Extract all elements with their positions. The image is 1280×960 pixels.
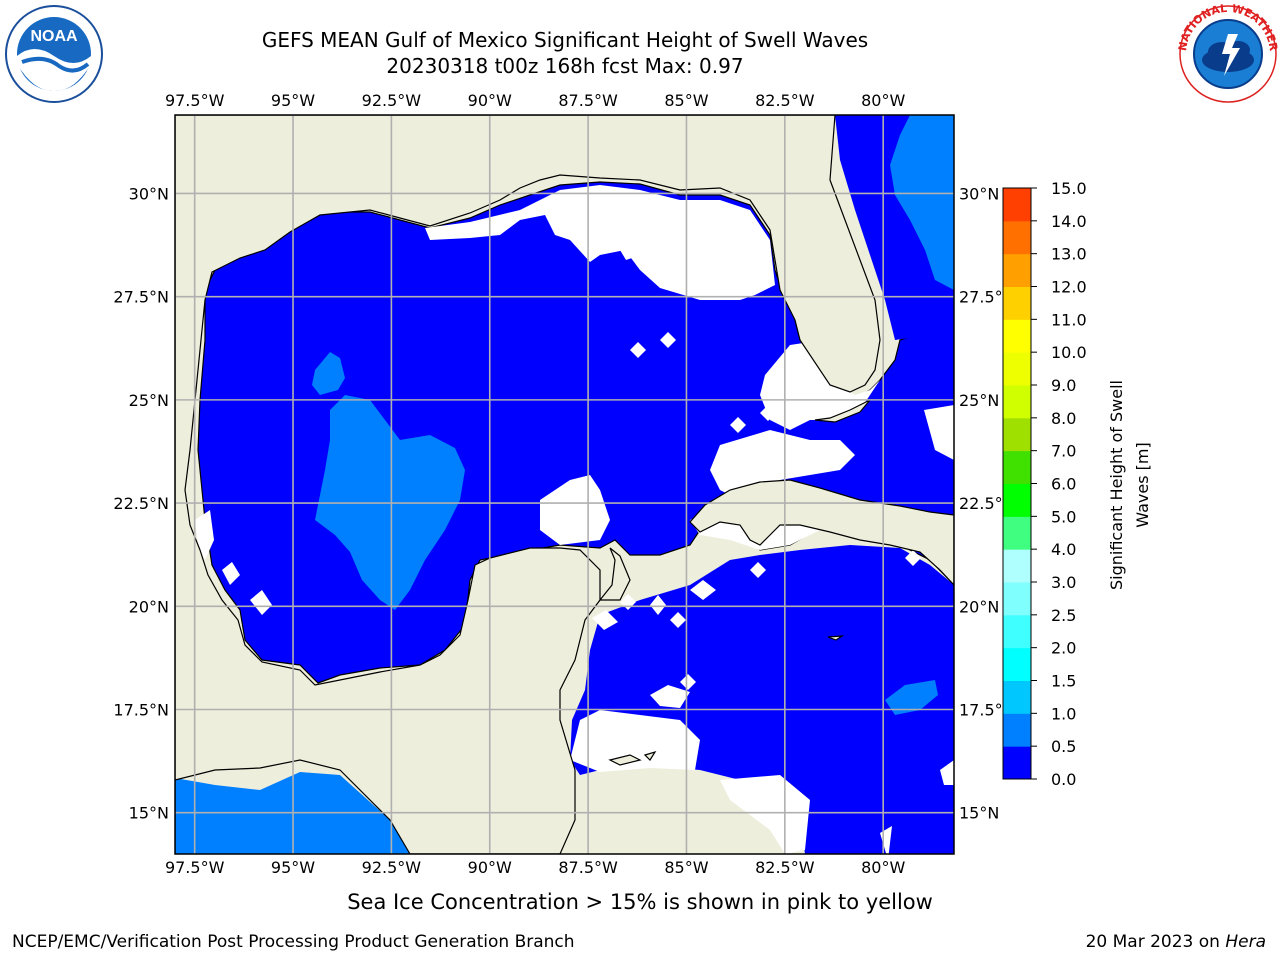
colorbar-label-line1: Significant Height of Swell [1107, 380, 1126, 590]
colorbar-tick-label: 15.0 [1051, 179, 1087, 198]
colorbar-tick-label: 0.5 [1051, 737, 1076, 756]
caribbean-swell-patch [885, 680, 938, 715]
colorbar-tick-label: 13.0 [1051, 245, 1087, 264]
colorbar-segment [1003, 680, 1031, 714]
nws-logo: NATIONAL WEATHER SERVICE [1178, 4, 1278, 103]
lat-label-left: 22.5°N [113, 494, 169, 513]
lon-label-bottom: 87.5°W [558, 858, 618, 877]
map-plot-area [175, 115, 954, 854]
sea-ice-caption: Sea Ice Concentration > 15% is shown in … [347, 890, 933, 914]
lon-label-bottom: 97.5°W [165, 858, 225, 877]
lon-label-top: 85°W [664, 91, 708, 110]
colorbar-tick-label: 6.0 [1051, 475, 1076, 494]
colorbar-segment [1003, 253, 1031, 287]
colorbar-segment [1003, 483, 1031, 517]
lon-label-bottom: 82.5°W [755, 858, 815, 877]
land-outlines [175, 115, 954, 854]
colorbar-ticks: 0.0 0.5 1.0 1.5 2.0 2.5 3.0 4.0 5.0 6.0 7.0 8.0 9.0 1… [1031, 179, 1087, 789]
lat-label-right: 15°N [959, 804, 999, 823]
colorbar-tick-label: 8.0 [1051, 409, 1076, 428]
colorbar-tick-label: 1.5 [1051, 672, 1076, 691]
colorbar-segment [1003, 385, 1031, 419]
lat-labels-left: 30°N 27.5°N 25°N 22.5°N 20°N 17.5°N 15°N [113, 184, 169, 822]
lon-label-bottom: 90°W [468, 858, 512, 877]
lat-labels-right: 30°N 27.5°N 25°N 22.5°N 20°N 17.5°N 15°N [959, 184, 1015, 822]
colorbar-segment [1003, 450, 1031, 484]
lon-label-bottom: 95°W [271, 858, 315, 877]
colorbar-segment [1003, 220, 1031, 255]
colorbar-segment [1003, 713, 1031, 747]
atlantic-swell-field-light [890, 115, 954, 290]
credit-host: Hera [1225, 932, 1266, 952]
chart-subtitle: 20230318 t00z 168h fcst Max: 0.97 [386, 54, 744, 78]
colorbar-tick-label: 9.0 [1051, 376, 1076, 395]
colorbar-segment [1003, 417, 1031, 452]
lon-labels-bottom: 97.5°W 95°W 92.5°W 90°W 87.5°W 85°W 82.5°W 80°W [165, 858, 906, 877]
credit-right: 20 Mar 2023 on Hera [1086, 932, 1266, 952]
colorbar-segment [1003, 746, 1031, 780]
lon-label-top: 90°W [468, 91, 512, 110]
caribbean-swell-field [570, 545, 954, 854]
colorbar-tick-label: 2.5 [1051, 606, 1076, 625]
colorbar-tick-label: 12.0 [1051, 278, 1087, 297]
lon-label-top: 92.5°W [362, 91, 422, 110]
colorbar [1003, 188, 1031, 780]
lat-label-left: 25°N [129, 391, 169, 410]
lat-label-left: 15°N [129, 804, 169, 823]
lat-label-left: 27.5°N [113, 288, 169, 307]
lat-label-right: 17.5°N [959, 701, 1015, 720]
lat-label-left: 20°N [129, 597, 169, 616]
colorbar-label-line2: Waves [m] [1133, 442, 1152, 527]
lon-label-top: 95°W [271, 91, 315, 110]
colorbar-segment [1003, 319, 1031, 353]
colorbar-segment [1003, 582, 1031, 616]
lon-label-top: 87.5°W [558, 91, 618, 110]
colorbar-tick-label: 1.0 [1051, 704, 1076, 723]
lon-label-top: 82.5°W [755, 91, 815, 110]
colorbar-segment [1003, 352, 1031, 386]
colorbar-tick-label: 4.0 [1051, 540, 1076, 559]
credit-left: NCEP/EMC/Verification Post Processing Pr… [12, 932, 575, 952]
lat-label-left: 30°N [129, 184, 169, 203]
colorbar-tick-label: 7.0 [1051, 442, 1076, 461]
lat-label-left: 17.5°N [113, 701, 169, 720]
colorbar-tick-label: 2.0 [1051, 639, 1076, 658]
lat-label-right: 27.5°N [959, 288, 1015, 307]
western-gulf-swell-patch [312, 352, 345, 395]
lon-label-bottom: 80°W [861, 858, 905, 877]
graticule [175, 115, 954, 854]
colorbar-tick-label: 5.0 [1051, 507, 1076, 526]
colorbar-segment [1003, 647, 1031, 681]
noaa-logo-text: NOAA [30, 28, 78, 45]
lat-label-right: 20°N [959, 597, 999, 616]
lat-label-right: 25°N [959, 391, 999, 410]
lon-labels-top: 97.5°W 95°W 92.5°W 90°W 87.5°W 85°W 82.5°W 80°W [165, 91, 906, 110]
colorbar-segment [1003, 286, 1031, 320]
colorbar-tick-label: 3.0 [1051, 573, 1076, 592]
colorbar-segment [1003, 516, 1031, 550]
chart-title: GEFS MEAN Gulf of Mexico Significant Hei… [261, 28, 869, 52]
credit-date: 20 Mar 2023 on [1085, 932, 1226, 952]
lat-label-right: 30°N [959, 184, 999, 203]
colorbar-tick-label: 10.0 [1051, 343, 1087, 362]
lon-label-top: 97.5°W [165, 91, 225, 110]
colorbar-segment [1003, 188, 1031, 222]
noaa-logo: NOAA [5, 5, 103, 103]
colorbar-tick-label: 14.0 [1051, 212, 1087, 231]
colorbar-segment [1003, 549, 1031, 583]
lat-label-right: 22.5°N [959, 494, 1015, 513]
lon-label-bottom: 85°W [664, 858, 708, 877]
colorbar-tick-label: 0.0 [1051, 770, 1076, 789]
colorbar-tick-label: 11.0 [1051, 310, 1087, 329]
colorbar-segment [1003, 614, 1031, 649]
lon-label-top: 80°W [861, 91, 905, 110]
lon-label-bottom: 92.5°W [362, 858, 422, 877]
map-frame [174, 114, 955, 855]
